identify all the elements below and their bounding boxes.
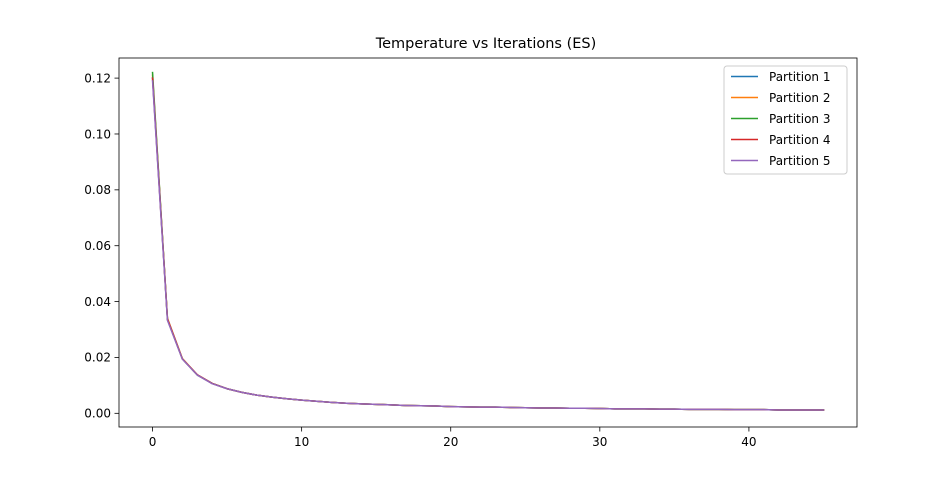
x-tick-label: 10 bbox=[294, 435, 309, 449]
series-line-3 bbox=[151, 71, 825, 411]
x-tick-label: 20 bbox=[443, 435, 458, 449]
x-tick-label: 40 bbox=[741, 435, 756, 449]
x-tick-label: 0 bbox=[149, 435, 157, 449]
x-tick-label: 30 bbox=[592, 435, 607, 449]
series-line-1 bbox=[151, 77, 825, 411]
y-tick-label: 0.12 bbox=[84, 71, 111, 85]
series-line-2 bbox=[151, 74, 825, 411]
series-line-5 bbox=[151, 80, 825, 411]
legend-label-1: Partition 1 bbox=[769, 70, 830, 84]
chart-title: Temperature vs Iterations (ES) bbox=[375, 36, 597, 52]
axes: 0 10 20 30 40 0.00 0.02 0.04 0.06 0.08 0.10 0.12 bbox=[84, 57, 858, 449]
legend-label-4: Partition 4 bbox=[769, 133, 830, 147]
legend-label-3: Partition 3 bbox=[769, 112, 830, 126]
y-tick-label: 0.02 bbox=[84, 351, 111, 365]
plot-area bbox=[151, 71, 825, 411]
legend-box bbox=[723, 65, 848, 175]
y-tick-label: 0.00 bbox=[84, 407, 111, 421]
legend-label-5: Partition 5 bbox=[769, 154, 830, 168]
plot-frame bbox=[118, 57, 858, 428]
y-tick-label: 0.04 bbox=[84, 295, 111, 309]
y-tick-label: 0.10 bbox=[84, 127, 111, 141]
y-tick-label: 0.06 bbox=[84, 239, 111, 253]
legend: Partition 1 Partition 2 Partition 3 Partiti… bbox=[723, 65, 848, 175]
y-tick-label: 0.08 bbox=[84, 183, 111, 197]
legend-label-2: Partition 2 bbox=[769, 91, 830, 105]
series-line-4 bbox=[151, 77, 825, 411]
